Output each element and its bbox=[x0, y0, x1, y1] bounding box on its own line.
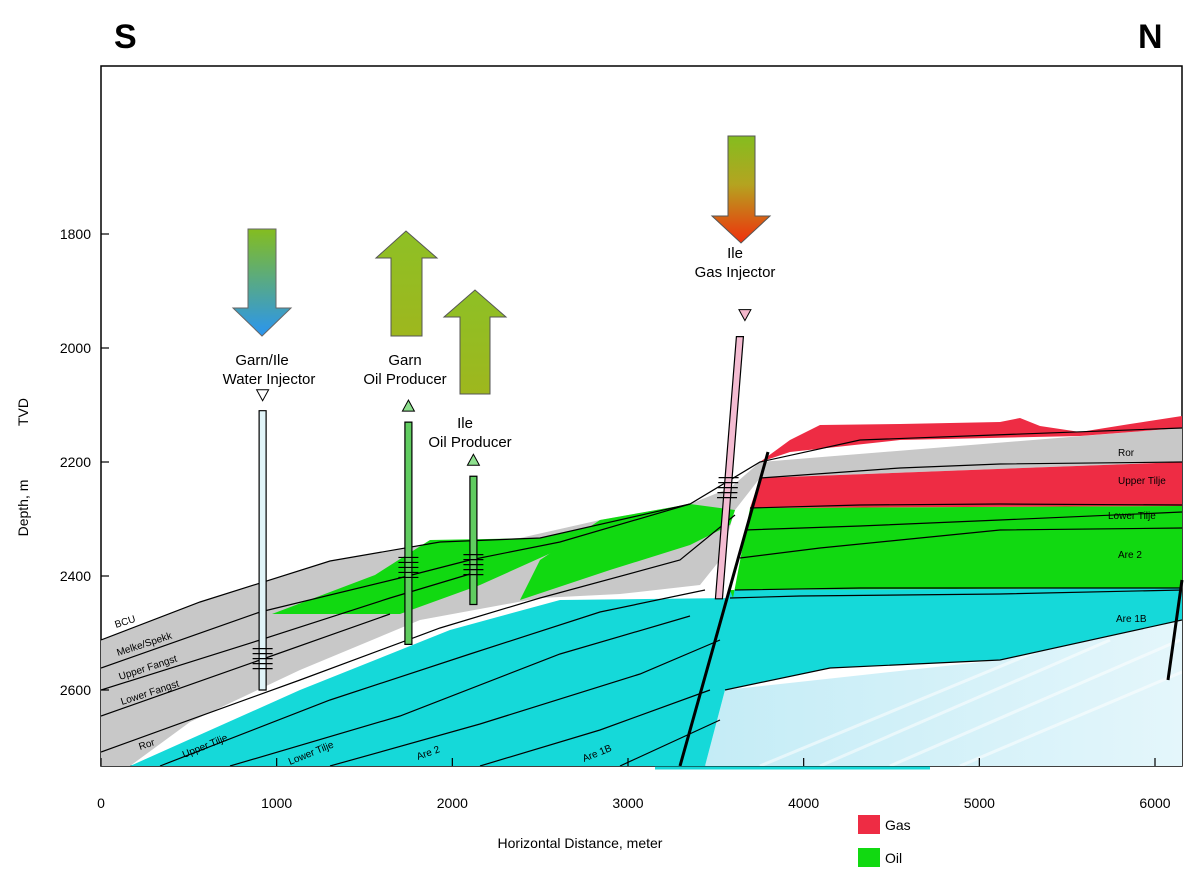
well-name-ile-producer-2: Oil Producer bbox=[428, 434, 511, 451]
right-fault bbox=[1166, 579, 1184, 681]
x-tick-label: 2000 bbox=[437, 795, 468, 811]
y-tick-label: 2400 bbox=[60, 568, 91, 584]
layer-label-ror-right: Ror bbox=[1118, 448, 1135, 459]
x-tick-label: 5000 bbox=[964, 795, 995, 811]
well-name-gas-injector-1: Ile bbox=[727, 245, 743, 262]
x-axis-title: Horizontal Distance, meter bbox=[498, 835, 663, 851]
gas-injection-arrow bbox=[710, 135, 772, 244]
well-name-ile-producer-1: Ile bbox=[457, 415, 473, 432]
producer-triangle-icon bbox=[401, 399, 416, 412]
main-fault bbox=[678, 451, 770, 767]
layer-boundaries bbox=[101, 427, 1182, 766]
well-pipe-1 bbox=[404, 421, 413, 646]
layer-label-are2-right: Are 2 bbox=[1118, 550, 1142, 561]
y-axis: 1800 2000 2200 2400 2600 bbox=[60, 226, 109, 698]
x-axis: 0 1000 2000 3000 4000 5000 6000 bbox=[97, 758, 1171, 811]
x-tick-label: 1000 bbox=[261, 795, 292, 811]
legend-gas-label: Gas bbox=[885, 817, 911, 833]
layer-label-upper-tilje-right: Upper Tilje bbox=[1118, 476, 1166, 487]
right-cyan-aquifer bbox=[680, 588, 1182, 766]
middle-oil-wedge bbox=[520, 504, 735, 600]
well-pipe-0 bbox=[258, 410, 267, 691]
x-tick-label: 3000 bbox=[612, 795, 643, 811]
south-direction-label: S bbox=[114, 18, 137, 56]
well-name-garn-ile-injector-1: Garn/Ile bbox=[235, 352, 288, 369]
garn-production-arrow bbox=[374, 230, 439, 337]
deep-zone-stripes bbox=[759, 638, 1182, 766]
well-name-garn-ile-injector-2: Water Injector bbox=[223, 371, 316, 388]
north-direction-label: N bbox=[1138, 18, 1163, 56]
x-tick-label: 6000 bbox=[1139, 795, 1170, 811]
y-tick-label: 2200 bbox=[60, 454, 91, 470]
y-tick-label: 2000 bbox=[60, 340, 91, 356]
water-injection-arrow bbox=[231, 228, 293, 337]
well-name-gas-injector-2: Gas Injector bbox=[695, 264, 776, 281]
right-gas-zone bbox=[750, 462, 1182, 508]
legend-oil-label: Oil bbox=[885, 850, 902, 866]
deep-water-zone bbox=[705, 620, 1182, 766]
well-name-garn-producer-1: Garn bbox=[388, 352, 421, 369]
injector-triangle-icon bbox=[738, 309, 752, 322]
well-labels: Garn/Ile Water Injector Garn Oil Produce… bbox=[223, 245, 776, 451]
left-cyan-aquifer bbox=[130, 598, 733, 766]
well-pipe-3 bbox=[714, 336, 745, 600]
ile-production-arrow bbox=[442, 289, 508, 395]
layer-label-lower-tilje-right: Lower Tilje bbox=[1108, 511, 1156, 522]
x-tick-label: 0 bbox=[97, 795, 105, 811]
x-tick-label: 4000 bbox=[788, 795, 819, 811]
legend: Gas Oil bbox=[858, 815, 911, 867]
y-axis-title-tvd: TVD bbox=[15, 398, 31, 426]
legend-gas-swatch bbox=[858, 815, 880, 834]
y-tick-label: 1800 bbox=[60, 226, 91, 242]
wells-layer bbox=[252, 309, 752, 691]
layer-label-ror-left: Ror bbox=[138, 737, 157, 753]
legend-oil-swatch bbox=[858, 848, 880, 867]
layer-label-are1b-right: Are 1B bbox=[1116, 614, 1147, 625]
producer-triangle-icon bbox=[466, 453, 481, 466]
y-axis-title-depth: Depth, m bbox=[15, 480, 31, 537]
y-tick-label: 2600 bbox=[60, 682, 91, 698]
injector-triangle-icon bbox=[255, 389, 270, 402]
gas-cap bbox=[760, 416, 1182, 462]
well-name-garn-producer-2: Oil Producer bbox=[363, 371, 446, 388]
well-pipe-2 bbox=[469, 475, 478, 606]
flow-arrows bbox=[231, 135, 772, 395]
geology-layers bbox=[101, 416, 1182, 766]
